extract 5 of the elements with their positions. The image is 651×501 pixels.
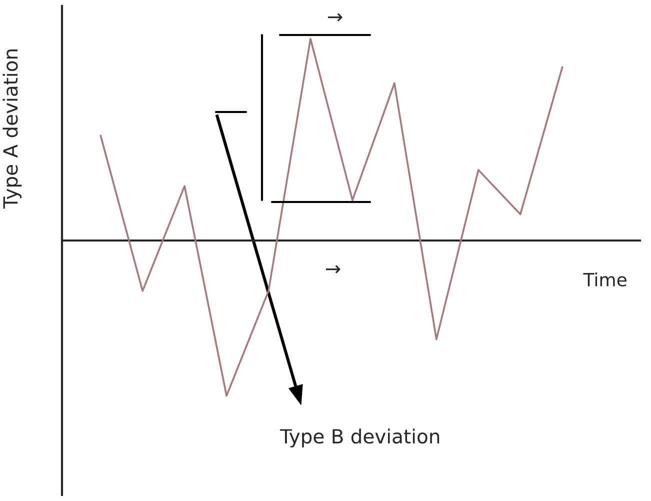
y-axis-title: Type A deviation	[2, 50, 22, 209]
text: Type B deviation	[280, 428, 440, 448]
annotation: →	[326, 265, 340, 274]
text: →	[328, 13, 342, 22]
x-axis-title: Time	[583, 272, 626, 286]
